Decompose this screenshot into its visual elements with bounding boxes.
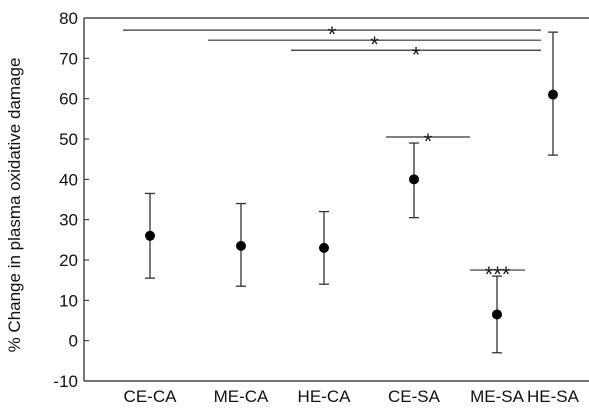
data-point [409, 174, 419, 185]
y-tick-label: 50 [59, 130, 78, 149]
x-tick-label: ME-CA [214, 387, 269, 406]
data-point [236, 240, 246, 251]
y-tick-label: 0 [69, 332, 78, 351]
axes [83, 17, 589, 382]
y-tick-label: -10 [53, 372, 78, 391]
y-tick-label: 70 [59, 49, 78, 68]
x-tick-label: CE-CA [124, 387, 178, 406]
x-tick-labels: CE-CA ME-CA HE-CA CE-SA ME-SA HE-SA [124, 387, 580, 406]
data-point [548, 89, 558, 100]
x-tick-label: CE-SA [388, 387, 441, 406]
significance-label: * [424, 129, 433, 154]
data-points [145, 89, 558, 320]
x-tick-label: HE-SA [527, 387, 580, 406]
significance-bars: * * ***** [123, 22, 541, 287]
y-tick-label: 60 [59, 90, 78, 109]
significance-label: * [412, 42, 421, 67]
y-tick-label: 20 [59, 251, 78, 270]
x-tick-label: ME-SA [470, 387, 525, 406]
data-point [319, 242, 329, 253]
y-axis-label: % Change in plasma oxidative damage [5, 58, 24, 353]
y-tick-label: 40 [59, 170, 78, 189]
significance-label: *** [485, 262, 511, 287]
y-tick-label: 10 [59, 291, 78, 310]
y-tick-labels: -10 0 10 20 30 40 50 60 70 80 [53, 9, 78, 391]
data-point [492, 309, 502, 320]
significance-label: * [328, 22, 337, 47]
x-tick-label: HE-CA [298, 387, 352, 406]
y-tick-label: 80 [59, 9, 78, 28]
y-tick-label: 30 [59, 211, 78, 230]
error-bars [145, 31, 558, 354]
data-point [145, 230, 155, 241]
significance-label: * [370, 32, 379, 57]
